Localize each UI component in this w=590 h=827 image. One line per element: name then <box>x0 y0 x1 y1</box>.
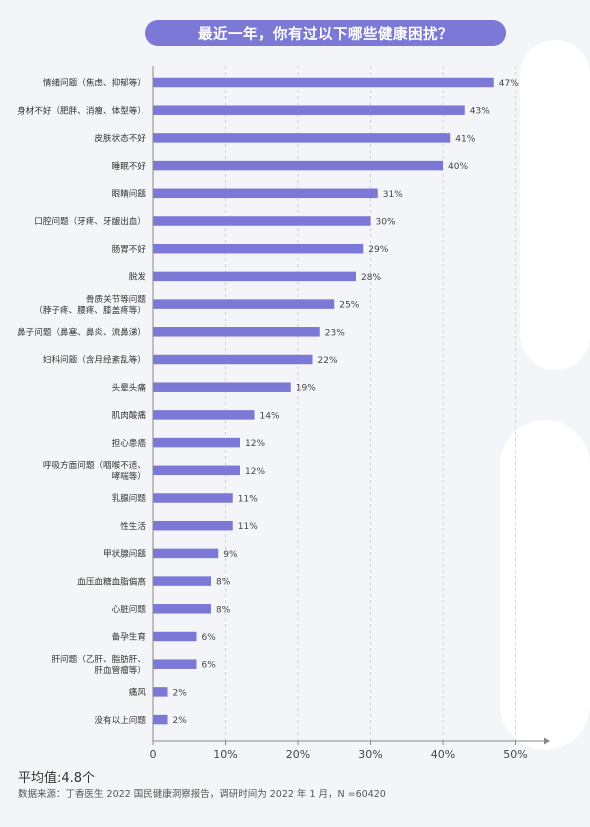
category-label: 乳腺问题 <box>112 492 147 504</box>
category-label: 血压血糖血脂偏高 <box>77 575 146 587</box>
bar <box>153 188 378 199</box>
data-label: 30% <box>376 218 396 228</box>
category-label: 呼吸方面问题（咽喉不适、 <box>43 459 146 471</box>
bar <box>153 271 356 282</box>
category-label: 肝血管瘤等） <box>94 664 146 676</box>
category-label: 眼睛问题 <box>112 189 147 200</box>
bar <box>153 714 168 725</box>
category-label: 脱发 <box>129 271 147 283</box>
bar <box>153 105 465 115</box>
data-label: 14% <box>260 411 280 421</box>
category-label: 睡眠不好 <box>112 160 147 172</box>
bar <box>153 327 320 337</box>
data-label: 11% <box>238 495 258 505</box>
category-label: 甲状腺问题 <box>103 548 146 560</box>
data-label: 25% <box>339 301 359 311</box>
bar <box>153 604 211 614</box>
bar <box>153 382 291 392</box>
bar <box>153 133 451 143</box>
data-label: 2% <box>173 688 188 698</box>
data-label: 6% <box>202 633 217 643</box>
data-label: 41% <box>455 134 475 144</box>
bar <box>153 631 197 642</box>
category-label: 口腔问题（牙疼、牙龈出血） <box>34 215 146 227</box>
decorative-blob <box>500 420 590 750</box>
source-note: 数据来源：丁香医生 2022 国民健康洞察报告，调研时间为 2022 年 1 月… <box>18 789 386 800</box>
data-label: 40% <box>448 162 468 172</box>
bar <box>153 576 211 586</box>
x-tick-label: 40% <box>431 748 455 761</box>
x-tick-label: 10% <box>213 748 237 761</box>
category-label: 肝问题（乙肝、脂肪肝、 <box>51 653 146 665</box>
data-label: 22% <box>318 356 338 366</box>
category-label: 担心患癌 <box>112 437 147 449</box>
category-label: 身材不好（肥胖、消瘦、体型等） <box>17 104 146 116</box>
data-label: 8% <box>216 605 231 615</box>
bar <box>153 548 219 559</box>
decorative-blob <box>520 40 590 370</box>
data-label: 23% <box>325 328 345 338</box>
x-tick-label: 0 <box>150 748 157 761</box>
category-label: 鼻子问题（鼻塞、鼻炎、流鼻涕） <box>17 326 146 338</box>
category-label: 哮喘等） <box>112 470 146 482</box>
data-label: 11% <box>238 522 258 532</box>
x-tick-label: 30% <box>358 748 382 761</box>
category-label: 痛风 <box>129 686 147 698</box>
category-label: （脖子疼、腰疼、膝盖疼等） <box>34 304 146 316</box>
bar <box>153 160 443 171</box>
bar <box>153 354 313 365</box>
data-label: 47% <box>499 79 519 89</box>
data-label: 31% <box>383 190 403 200</box>
data-label: 12% <box>245 467 265 477</box>
bar <box>153 299 335 309</box>
bar <box>153 520 233 531</box>
data-label: 9% <box>223 550 238 560</box>
chart-title: 最近一年，你有过以下哪些健康困扰？ <box>145 20 506 46</box>
x-axis-arrow <box>544 737 550 745</box>
bar <box>153 659 197 669</box>
data-label: 28% <box>361 273 381 283</box>
x-tick-label: 50% <box>503 748 527 761</box>
data-label: 29% <box>368 245 388 255</box>
category-label: 肌肉酸痛 <box>112 409 147 421</box>
category-label: 备孕生育 <box>112 631 147 643</box>
data-label: 8% <box>216 578 231 588</box>
bar <box>153 216 371 226</box>
bar <box>153 493 233 503</box>
bar <box>153 243 364 254</box>
data-label: 43% <box>470 107 490 117</box>
category-label: 情绪问题（焦虑、抑郁等） <box>43 77 146 89</box>
bar <box>153 437 240 448</box>
category-label: 肠胃不好 <box>112 243 147 255</box>
category-label: 头晕头痛 <box>112 381 147 393</box>
bar <box>153 465 240 476</box>
average-label: 平均值:4.8个 <box>18 771 96 786</box>
bar <box>153 410 255 420</box>
data-label: 6% <box>202 661 217 671</box>
category-label: 皮肤状态不好 <box>94 132 146 144</box>
category-label: 没有以上问题 <box>94 714 146 726</box>
category-label: 心脏问题 <box>112 603 147 615</box>
category-label: 性生活 <box>120 520 146 532</box>
data-label: 12% <box>245 439 265 449</box>
category-label: 骨质关节等问题 <box>86 293 147 305</box>
x-tick-label: 20% <box>286 748 310 761</box>
bar <box>153 687 168 697</box>
category-label: 妇科问题（含月经紊乱等） <box>43 354 146 366</box>
data-label: 19% <box>296 384 316 394</box>
data-label: 2% <box>173 716 188 726</box>
bar <box>153 77 494 88</box>
